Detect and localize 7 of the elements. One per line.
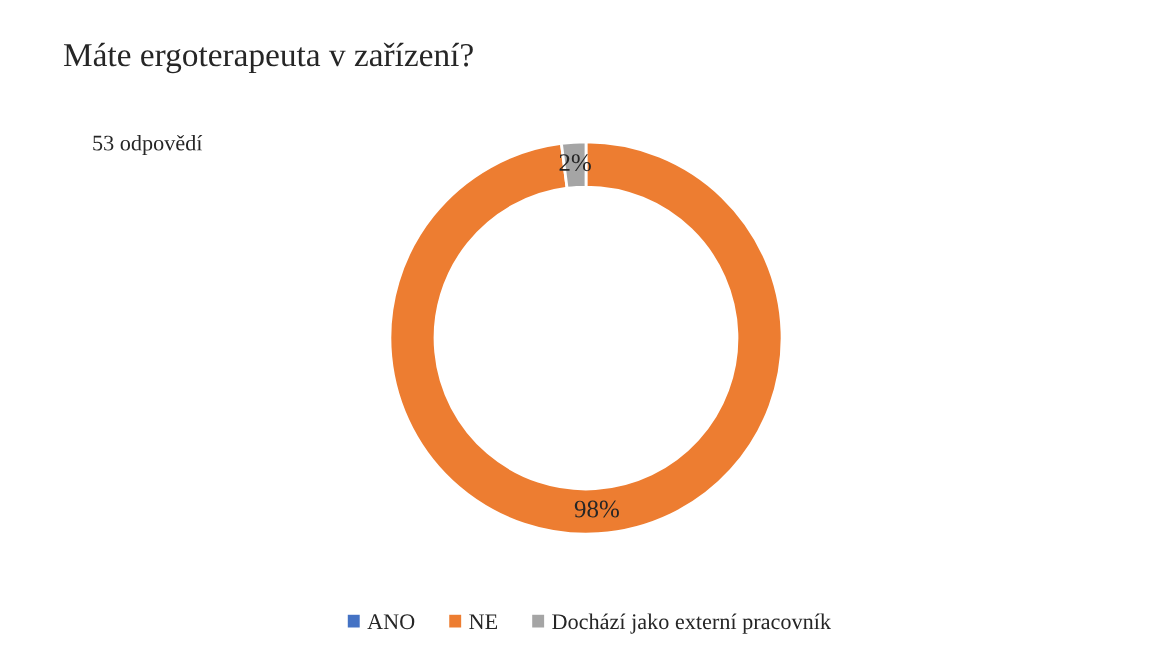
- chart-title: Máte ergoterapeuta v zařízení?: [63, 42, 473, 74]
- text: 53 odpovědí: [93, 134, 203, 156]
- donut-slice: [388, 140, 784, 536]
- legend-label: NE: [469, 614, 498, 629]
- legend-label: ANO: [367, 614, 415, 630]
- legend-label: Dochází jako externí pracovník: [552, 613, 832, 634]
- data-label: 98%: [574, 500, 619, 518]
